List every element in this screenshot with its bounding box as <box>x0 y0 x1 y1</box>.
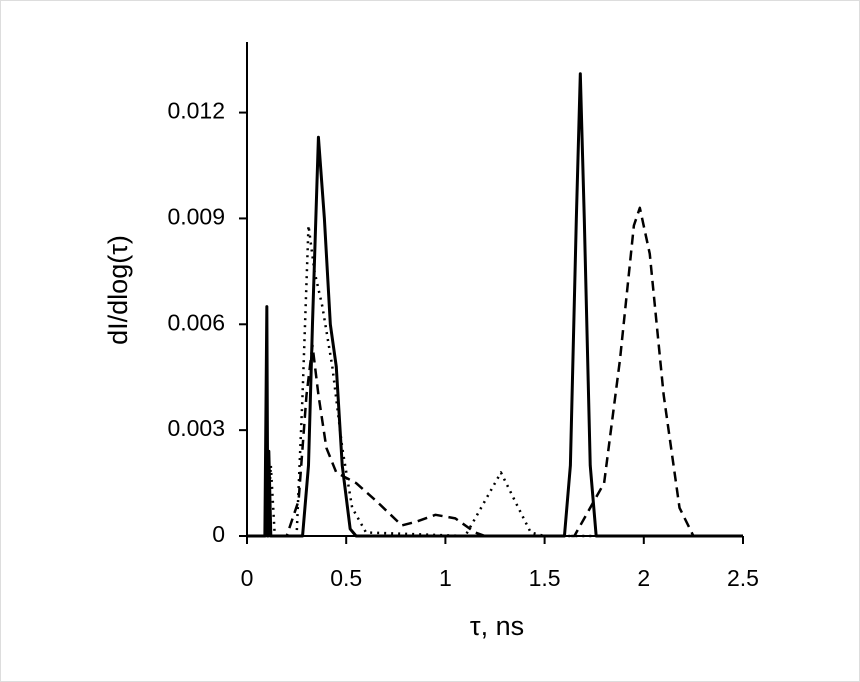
x-tick-label: 2.5 <box>727 565 759 591</box>
y-axis-label: dI/dlog(τ) <box>103 235 133 345</box>
y-tick-label: 0.003 <box>167 415 225 441</box>
y-tick-label: 0.006 <box>167 309 225 335</box>
y-tick-label: 0 <box>212 521 225 547</box>
y-tick-label: 0.009 <box>167 204 225 230</box>
x-tick-label: 1 <box>439 565 452 591</box>
y-tick-label: 0.012 <box>167 98 225 124</box>
x-tick-label: 1.5 <box>529 565 561 591</box>
series-line <box>247 206 743 538</box>
x-tick-label: 2 <box>637 565 650 591</box>
x-tick-label: 0 <box>241 565 254 591</box>
x-tick-label: 0.5 <box>330 565 362 591</box>
series-line <box>247 72 743 538</box>
x-axis-label: τ, ns <box>470 611 524 641</box>
